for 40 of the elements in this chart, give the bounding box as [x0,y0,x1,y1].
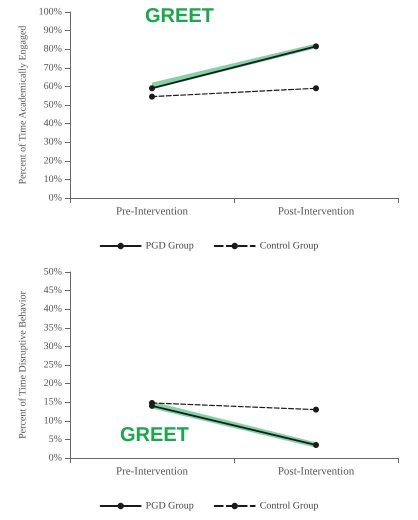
y-tick-label: 20% [44,155,62,166]
point [313,442,319,448]
point [313,406,319,413]
legend-label: PGD Group [146,240,194,252]
y-tick-label: 100% [38,6,62,18]
annotation: GREET [120,424,189,446]
annotation: GREET [145,5,214,27]
y-tick-label: 15% [44,396,62,408]
y-tick-label: 5% [48,434,62,445]
y-tick-label: 40% [44,304,62,315]
y-tick-label: 90% [44,25,62,36]
point [313,43,319,50]
point [313,85,319,92]
y-tick-label: 20% [44,378,62,390]
legend-label: Control Group [260,240,318,252]
y-tick-label: 0% [48,452,62,464]
y-tick-label: 0% [48,192,62,204]
x-tick-label: Post-Intervention [278,206,355,218]
y-tick-label: 25% [44,360,62,370]
y-axis-title: Percent of Time Academically Engaged [17,26,28,184]
point [149,85,155,92]
y-tick-label: 10% [44,415,62,426]
x-tick-label: Pre-Intervention [116,206,189,218]
legend-label: Control Group [260,500,318,512]
point [149,94,155,100]
y-tick-label: 50% [44,266,62,278]
y-tick-label: 50% [44,100,62,110]
y-tick-label: 60% [44,80,62,92]
y-tick-label: 80% [44,44,62,55]
y-tick-label: 35% [44,322,62,334]
legend-label: PGD Group [146,500,194,512]
y-tick-label: 40% [44,118,62,130]
y-tick-label: 30% [44,340,62,352]
y-tick-label: 10% [44,174,62,185]
x-tick-label: Post-Intervention [278,466,355,478]
y-tick-label: 30% [44,136,62,148]
y-tick-label: 45% [44,285,62,296]
y-axis-title: Percent of Time Disruptive Behavior [18,290,28,439]
x-tick-label: Pre-Intervention [116,466,189,478]
y-tick-label: 70% [44,62,62,74]
